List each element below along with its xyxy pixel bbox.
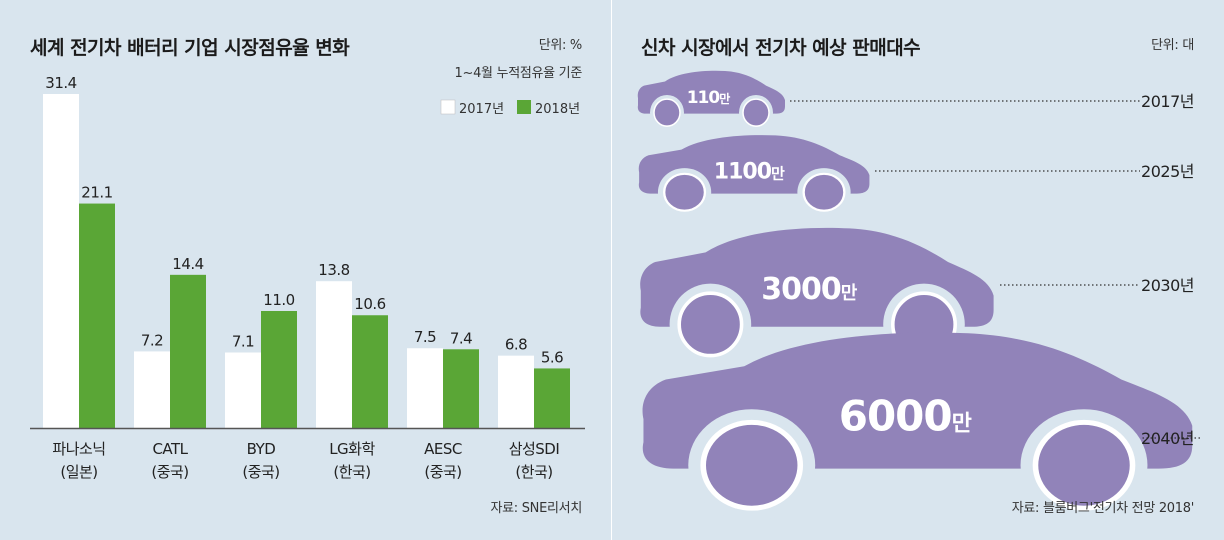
bar-2017 — [498, 355, 534, 428]
category-label: 파나소닉 — [52, 440, 105, 458]
right-chart-source: 자료: 블룸버그'전기차 전망 2018' — [1011, 501, 1195, 516]
legend-label-2017: 2017년 — [459, 102, 504, 117]
bar-2018 — [170, 274, 206, 428]
car-silhouette-2030년 — [640, 227, 994, 366]
right-chart-unit: 단위: 대 — [1151, 38, 1194, 53]
car-value-label: 6000만 — [839, 392, 972, 441]
bar-value-label: 6.8 — [505, 336, 527, 354]
bar-value-label: 7.4 — [450, 329, 472, 347]
bar-value-label: 13.8 — [318, 261, 349, 279]
category-label: CATL — [152, 440, 188, 458]
legend-swatch-2018 — [517, 100, 531, 114]
bar-value-label: 31.4 — [45, 74, 76, 92]
bar-2017 — [225, 352, 261, 428]
bar-value-label: 7.2 — [141, 331, 163, 349]
car-silhouette-2040년 — [642, 332, 1193, 522]
bar-2018 — [352, 315, 388, 428]
category-country-label: (중국) — [424, 463, 461, 481]
wheel — [700, 419, 804, 511]
legend-swatch-2017 — [440, 99, 456, 115]
year-label: 2040년 — [1141, 429, 1194, 448]
category-country-label: (중국) — [151, 463, 188, 481]
car-value-label: 1100만 — [714, 160, 785, 185]
legend-label-2018: 2018년 — [535, 102, 580, 117]
year-label: 2025년 — [1141, 162, 1194, 181]
category-label: LG화학 — [329, 440, 375, 458]
bar-2018 — [261, 310, 297, 428]
panel-divider — [611, 0, 612, 540]
wheel — [802, 172, 846, 212]
battery-share-bar-chart: 2017년 2018년 31.4 21.1 파나소닉 (일본) 7.2 14.4 CATL (중국… — [30, 74, 585, 481]
car-silhouette-2017년 — [637, 70, 785, 131]
left-chart-note: 1~4월 누적점유율 기준 — [454, 66, 583, 81]
wheel — [742, 98, 770, 127]
car-silhouette-2025년 — [638, 135, 870, 217]
bar-2018 — [534, 368, 570, 428]
category-label: 삼성SDI — [509, 440, 560, 458]
left-chart-unit: 단위: % — [538, 38, 583, 53]
bar-2017 — [134, 351, 170, 428]
bar-value-label: 7.1 — [232, 332, 254, 350]
wheel — [653, 98, 681, 127]
left-chart-source: 자료: SNE리서치 — [490, 501, 582, 516]
bar-2017 — [407, 348, 443, 428]
category-country-label: (중국) — [242, 463, 279, 481]
bar-2017 — [316, 281, 352, 428]
car-value-label: 110만 — [687, 88, 731, 108]
bar-value-label: 10.6 — [354, 295, 385, 313]
bar-value-label: 5.6 — [541, 348, 563, 366]
left-chart-title: 세계 전기차 배터리 기업 시장점유율 변화 — [30, 37, 350, 59]
bar-2018 — [443, 349, 479, 428]
bar-2018 — [79, 203, 115, 428]
wheel — [677, 291, 744, 358]
category-country-label: (한국) — [333, 463, 370, 481]
bar-value-label: 14.4 — [172, 255, 203, 273]
year-label: 2017년 — [1141, 92, 1194, 111]
category-label: BYD — [247, 440, 276, 458]
bar-value-label: 21.1 — [81, 184, 112, 202]
bar-value-label: 11.0 — [263, 291, 294, 309]
wheel — [663, 172, 707, 212]
wheel — [1032, 419, 1136, 511]
bar-value-label: 7.5 — [414, 328, 436, 346]
car-value-label: 3000만 — [761, 272, 857, 307]
right-chart-title: 신차 시장에서 전기차 예상 판매대수 — [641, 37, 921, 59]
year-label: 2030년 — [1141, 276, 1194, 295]
category-country-label: (일본) — [60, 463, 97, 481]
ev-sales-pictogram: 110만 2017년 1100만 2025년 3000만 2030년 6000만 2040년 — [637, 70, 1200, 522]
bar-2017 — [43, 94, 79, 428]
category-label: AESC — [424, 440, 462, 458]
category-country-label: (한국) — [515, 463, 552, 481]
